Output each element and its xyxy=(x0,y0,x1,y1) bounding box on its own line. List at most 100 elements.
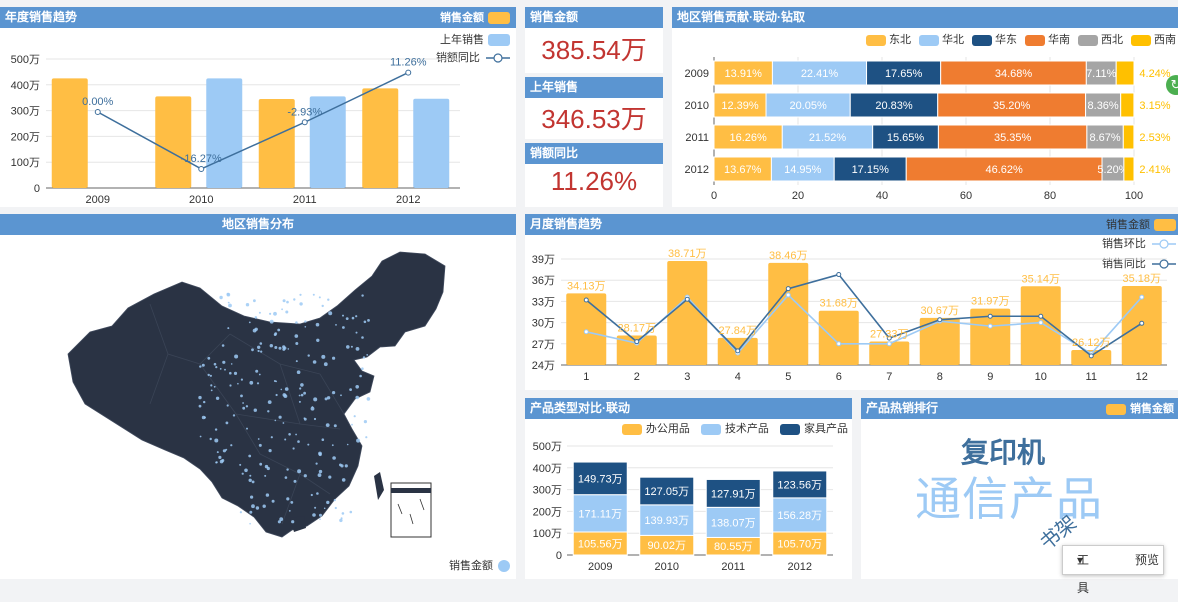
bar-sales-2009[interactable] xyxy=(51,78,88,188)
segment-华南-2011[interactable] xyxy=(937,124,1088,150)
hot-products-legend[interactable]: 销售金额 xyxy=(1106,402,1174,416)
bar-sales-2011[interactable] xyxy=(258,98,295,188)
monthly-legend-sales[interactable]: 销售金额 xyxy=(1106,218,1176,232)
yoy-point-8[interactable] xyxy=(937,317,943,323)
bar-sales-2010[interactable] xyxy=(155,96,192,188)
yoy-point-9[interactable] xyxy=(987,313,993,319)
yoy-point-3[interactable] xyxy=(684,296,690,302)
segment-华南-2012[interactable] xyxy=(905,156,1103,182)
segment-西南-2012[interactable] xyxy=(1123,156,1135,182)
yoy-point-2009[interactable] xyxy=(94,109,101,115)
bar-month-10[interactable] xyxy=(1020,286,1061,365)
mom-point-1[interactable] xyxy=(583,329,589,335)
segment-西南-2011[interactable] xyxy=(1122,124,1135,150)
refresh-icon[interactable]: ↻ xyxy=(1166,75,1178,95)
tools-button[interactable]: 工具 ▾ xyxy=(1077,553,1090,595)
segment-label: 7.11% xyxy=(1086,68,1117,80)
yoy-point-11[interactable] xyxy=(1088,353,1094,359)
stack-技术产品-2012[interactable] xyxy=(772,497,828,533)
segment-西北-2010[interactable] xyxy=(1085,92,1122,118)
legend-office[interactable]: 办公用品 xyxy=(621,423,690,435)
city-dot xyxy=(279,517,284,522)
segment-西北-2009[interactable] xyxy=(1085,60,1117,86)
stack-技术产品-2009[interactable] xyxy=(572,494,628,533)
mom-point-12[interactable] xyxy=(1139,294,1145,300)
segment-华南-2010[interactable] xyxy=(937,92,1087,118)
segment-西北-2011[interactable] xyxy=(1086,124,1124,150)
segment-华东-2012[interactable] xyxy=(833,156,907,182)
mom-point-7[interactable] xyxy=(886,341,892,347)
stack-家具产品-2009[interactable] xyxy=(572,461,628,496)
region-legend-4[interactable]: 西北 xyxy=(1078,34,1123,46)
segment-华北-2011[interactable] xyxy=(781,124,874,150)
mom-point-6[interactable] xyxy=(836,341,842,347)
mom-point-9[interactable] xyxy=(987,323,993,329)
preview-button[interactable]: 预览 xyxy=(1135,553,1160,567)
region-legend-2[interactable]: 华东 xyxy=(972,34,1017,46)
yoy-point-10[interactable] xyxy=(1038,313,1044,319)
bar-last-year-2010[interactable] xyxy=(206,78,243,188)
segment-华东-2011[interactable] xyxy=(872,124,939,150)
segment-西南-2010[interactable] xyxy=(1120,92,1135,118)
region-legend-0[interactable]: 东北 xyxy=(866,34,911,46)
bar-month-6[interactable] xyxy=(818,310,859,365)
segment-东北-2011[interactable] xyxy=(713,124,783,150)
monthly-legend-yoy[interactable]: 销售同比 xyxy=(1102,257,1176,271)
monthly-legend-mom[interactable]: 销售环比 xyxy=(1102,237,1176,251)
yoy-point-2012[interactable] xyxy=(405,69,412,76)
yoy-point-5[interactable] xyxy=(785,286,791,292)
annual-legend-last-year[interactable]: 上年销售 xyxy=(440,33,510,47)
region-legend-1[interactable]: 华北 xyxy=(919,34,964,46)
city-dot xyxy=(199,365,202,368)
city-dot xyxy=(316,492,319,495)
stack-技术产品-2010[interactable] xyxy=(639,504,695,536)
mom-point-10[interactable] xyxy=(1038,320,1044,326)
bar-month-9[interactable] xyxy=(970,308,1011,365)
yoy-point-4[interactable] xyxy=(735,348,741,354)
annual-legend-sales[interactable]: 销售金额 xyxy=(440,11,510,25)
city-dot xyxy=(232,414,236,417)
stack-家具产品-2010[interactable] xyxy=(639,476,695,506)
segment-华东-2009[interactable] xyxy=(866,60,942,86)
word-comms-products[interactable]: 通信产品 xyxy=(915,473,1103,525)
yoy-point-2011[interactable] xyxy=(301,119,308,126)
segment-华北-2012[interactable] xyxy=(770,156,835,182)
stack-技术产品-2011[interactable] xyxy=(705,506,761,538)
segment-西南-2009[interactable] xyxy=(1115,60,1135,86)
yoy-point-2010[interactable] xyxy=(198,165,205,172)
legend-furniture[interactable]: 家具产品 xyxy=(780,423,848,435)
bar-month-7[interactable] xyxy=(869,341,910,365)
stack-家具产品-2012[interactable] xyxy=(772,470,828,499)
map-legend[interactable]: 销售金额 xyxy=(449,559,510,573)
annual-sales-chart[interactable]: 500万 400万 300万 200万 100万 0 2009 2010 2011 2012 0.0… xyxy=(0,7,516,207)
segment-东北-2010[interactable] xyxy=(713,92,767,118)
segment-华东-2010[interactable] xyxy=(849,92,939,118)
yoy-point-1[interactable] xyxy=(583,297,589,303)
bar-month-5[interactable] xyxy=(768,262,809,365)
bar-month-2[interactable] xyxy=(616,335,657,365)
segment-东北-2012[interactable] xyxy=(713,156,772,182)
bar-last-year-2011[interactable] xyxy=(309,96,346,188)
segment-东北-2009[interactable] xyxy=(713,60,773,86)
yoy-point-7[interactable] xyxy=(886,335,892,341)
product-type-chart[interactable]: 500万 400万 300万 200万 100万 0 105.56万 171.11万 149.7… xyxy=(525,398,852,579)
word-copier[interactable]: 复印机 xyxy=(961,437,1046,468)
bar-month-1[interactable] xyxy=(566,293,607,365)
bar-sales-2012[interactable] xyxy=(362,88,399,188)
legend-tech[interactable]: 技术产品 xyxy=(700,423,769,435)
stack-家具产品-2011[interactable] xyxy=(705,478,761,508)
china-map[interactable] xyxy=(0,214,516,579)
bar-month-8[interactable] xyxy=(919,317,960,365)
city-dot xyxy=(274,346,278,349)
region-legend-5[interactable]: 西南 xyxy=(1131,34,1176,46)
yoy-point-2[interactable] xyxy=(634,339,640,345)
region-legend-3[interactable]: 华南 xyxy=(1025,34,1070,46)
bar-month-3[interactable] xyxy=(667,261,708,365)
region-contribution-chart[interactable]: 0 20 40 60 80 100 2009 13.91% 22.41% 17.65% 34.68%… xyxy=(672,7,1178,207)
annual-legend-yoy[interactable]: 销额同比 xyxy=(436,51,510,65)
yoy-point-12[interactable] xyxy=(1139,320,1145,326)
bar-last-year-2012[interactable] xyxy=(413,98,450,188)
mom-point-5[interactable] xyxy=(785,292,791,298)
yoy-point-6[interactable] xyxy=(836,272,842,278)
